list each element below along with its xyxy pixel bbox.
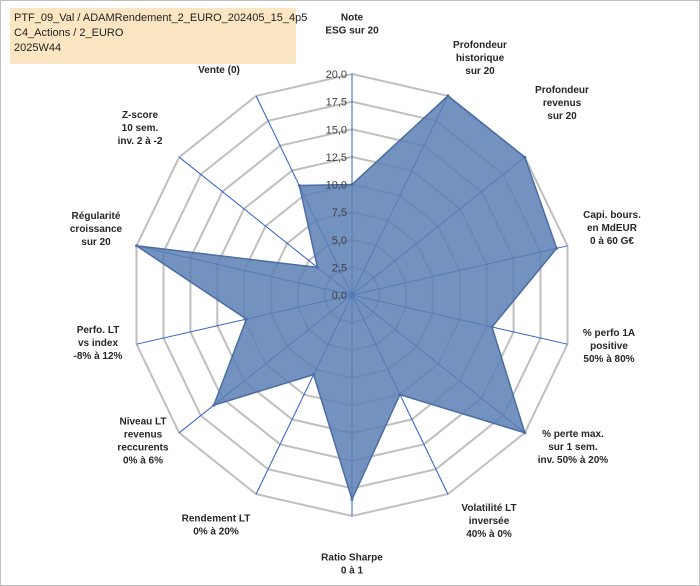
axis-label-line: sur 20 — [81, 237, 111, 248]
axis-label: % perfo 1A positive 50% à 80% — [583, 328, 635, 365]
axis-label-line: 0 à 1 — [341, 566, 364, 577]
data-point — [244, 317, 248, 321]
chart-title-line-2: C4_Actions / 2_EURO — [14, 27, 124, 39]
axis-label-line: Régularité — [72, 211, 121, 222]
axis-label-line: 0 à 60 G€ — [590, 236, 634, 247]
axis-label-line: inv. 50% à 20% — [538, 455, 609, 466]
data-point — [523, 155, 527, 159]
tick-label: 0,0 — [332, 290, 347, 302]
data-point — [135, 244, 138, 248]
axis-label: Volatilité LT inversée 40% à 0% — [461, 503, 516, 540]
data-point — [446, 94, 450, 98]
radar-tick-labels: 0,0 2,5 5,0 7,5 10,0 12,5 15,0 17,5 20,0 — [326, 69, 347, 302]
axis-label: Profondeur revenus sur 20 — [535, 85, 589, 122]
tick-label: 20,0 — [326, 69, 347, 81]
axis-label-line: reccurents — [117, 443, 169, 454]
axis-label-line: Rendement LT — [182, 514, 251, 525]
radar-series — [135, 94, 559, 502]
axis-label-line: 0% à 20% — [193, 527, 239, 538]
axis-label: Capi. bours. en MdEUR 0 à 60 G€ — [583, 210, 641, 247]
data-point — [490, 325, 494, 329]
axis-label-line: 0% à 6% — [123, 456, 163, 467]
axis-label-line: sur 20 — [547, 111, 577, 122]
axis-label-line: % perfo 1A — [583, 328, 635, 339]
axis-label-line: croissance — [70, 224, 123, 235]
tick-label: 7,5 — [332, 207, 347, 219]
data-point — [350, 497, 354, 501]
axis-label: Ratio Sharpe 0 à 1 — [321, 553, 383, 577]
axis-label: Profondeur historique sur 20 — [453, 40, 507, 77]
axis-label-line: sur 1 sem. — [548, 442, 598, 453]
axis-label-line: revenus — [543, 98, 582, 109]
axis-label-line: Perfo. LT — [77, 325, 120, 336]
chart-title-line-3: 2025W44 — [14, 42, 62, 54]
data-point — [315, 265, 319, 269]
axis-label-line: Vente (0) — [198, 65, 240, 76]
axis-label: Note ESG sur 20 — [325, 13, 379, 37]
axis-label-line: sur 20 — [465, 66, 495, 77]
data-point — [312, 373, 316, 377]
data-point — [350, 183, 354, 186]
axis-label: % perte max. sur 1 sem. inv. 50% à 20% — [538, 429, 609, 466]
tick-label: 17,5 — [326, 97, 347, 109]
axis-label-line: Niveau LT — [119, 417, 166, 428]
axis-label-line: inv. 2 à -2 — [118, 136, 163, 147]
axis-label-line: ESG sur 20 — [325, 26, 379, 37]
axis-label-line: 50% à 80% — [583, 354, 634, 365]
axis-label-line: positive — [590, 341, 628, 352]
chart-title-line-1: PTF_09_Val / ADAMRendement_2_EURO_202405… — [14, 12, 308, 24]
tick-label: 5,0 — [332, 235, 347, 247]
tick-label: 12,5 — [326, 152, 347, 164]
axis-label-line: Ratio Sharpe — [321, 553, 383, 564]
axis-label-line: en MdEUR — [587, 223, 638, 234]
axis-label-line: vs index — [78, 338, 118, 349]
tick-label: 10,0 — [326, 180, 347, 192]
axis-label-line: Profondeur — [535, 85, 589, 96]
tick-label: 2,5 — [332, 262, 347, 274]
axis-label: Régularité croissance sur 20 — [70, 211, 123, 248]
axis-label: Z-score 10 sem. inv. 2 à -2 — [118, 110, 163, 147]
data-point — [555, 246, 559, 250]
axis-label-line: Note — [341, 13, 364, 24]
axis-label-line: historique — [456, 53, 505, 64]
axis-label-line: revenus — [124, 430, 163, 441]
axis-label-line: Profondeur — [453, 40, 507, 51]
axis-label: Perfo. LT vs index -8% à 12% — [74, 325, 123, 362]
axis-label-line: inversée — [469, 516, 510, 527]
data-point — [212, 403, 216, 407]
axis-label: Rendement LT 0% à 20% — [182, 514, 251, 538]
axis-label-line: Capi. bours. — [583, 210, 641, 221]
axis-label: Niveau LT revenus reccurents 0% à 6% — [117, 417, 169, 467]
axis-label-line: 40% à 0% — [466, 529, 512, 540]
axis-label-line: -8% à 12% — [74, 351, 123, 362]
chart-title-box: PTF_09_Val / ADAMRendement_2_EURO_202405… — [10, 8, 308, 64]
data-point — [297, 184, 301, 187]
tick-label: 15,0 — [326, 124, 347, 136]
axis-label-line: Volatilité LT — [461, 503, 516, 514]
axis-label-line: % perte max. — [542, 429, 604, 440]
axis-label-line: Z-score — [122, 110, 159, 121]
data-point — [523, 431, 527, 435]
axis-label-line: 10 sem. — [122, 123, 159, 134]
data-point — [398, 393, 402, 397]
